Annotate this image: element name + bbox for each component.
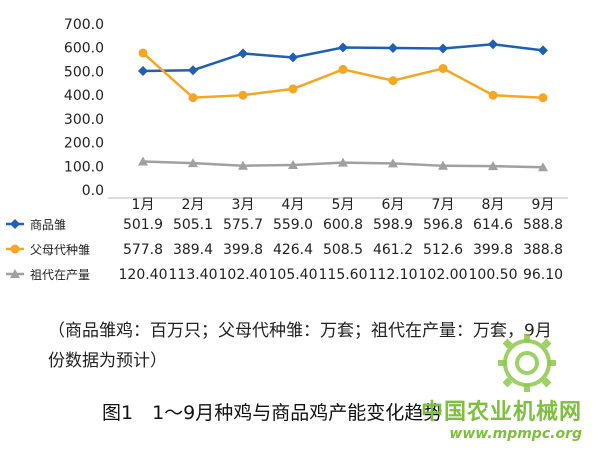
x-tick-label: 9月 — [532, 197, 555, 213]
watermark-title: 中国农业机械网 — [420, 400, 582, 425]
x-tick-label: 4月 — [282, 197, 305, 213]
data-point — [288, 52, 298, 63]
y-tick-label: 300.0 — [64, 112, 104, 128]
x-tick-label: 8月 — [482, 197, 505, 213]
x-tick-label: 2月 — [182, 197, 205, 213]
data-label: 102.40 — [219, 267, 268, 283]
data-point — [238, 48, 248, 59]
data-point — [488, 39, 498, 50]
y-tick-label: 400.0 — [64, 88, 104, 104]
y-tick-label: 200.0 — [64, 136, 104, 152]
data-label: 512.6 — [423, 242, 463, 258]
x-tick-label: 1月 — [132, 197, 155, 213]
data-point — [338, 64, 348, 74]
data-point — [138, 65, 148, 76]
line-chart: 0.0 100.0 200.0 300.0 400.0 500.0 600.0 700.0 1月… — [6, 17, 568, 283]
data-point — [538, 162, 548, 172]
data-label: 105.40 — [269, 267, 318, 283]
data-label: 389.4 — [173, 242, 213, 258]
data-label: 614.6 — [473, 217, 513, 233]
y-tick-label: 600.0 — [64, 41, 104, 57]
data-point — [488, 90, 498, 100]
watermark-url: www.mpmpc.org — [449, 426, 582, 442]
legend-marker — [10, 219, 20, 229]
data-label: 598.9 — [373, 217, 413, 233]
legend-marker — [10, 244, 20, 254]
data-point — [188, 158, 198, 168]
legend-label: 商品雏 — [30, 217, 66, 232]
data-label: 399.8 — [473, 242, 513, 258]
y-tick-label: 500.0 — [64, 64, 104, 80]
data-label: 596.8 — [423, 217, 463, 233]
data-point — [338, 157, 348, 167]
data-label: 113.40 — [169, 267, 218, 283]
data-point — [388, 158, 398, 168]
data-label: 461.2 — [373, 242, 413, 258]
x-tick-label: 3月 — [232, 197, 255, 213]
data-point — [488, 161, 498, 171]
data-point — [188, 65, 198, 76]
data-point — [388, 42, 398, 53]
data-label: 115.60 — [319, 267, 368, 283]
data-label: 505.1 — [173, 217, 213, 233]
data-point — [438, 160, 448, 170]
figure-caption: 图1 1～9月种鸡与商品鸡产能变化趋势 — [102, 402, 443, 424]
data-point — [188, 93, 198, 103]
y-tick-label: 0.0 — [82, 183, 104, 199]
data-point — [238, 90, 248, 100]
data-label: 588.8 — [523, 217, 563, 233]
data-label: 508.5 — [323, 242, 363, 258]
data-label: 388.8 — [523, 242, 563, 258]
chart-note: （商品雏鸡：百万只；父母代种雏：万套；祖代在产量：万套，9月份数据为预计） — [48, 321, 552, 371]
data-point — [338, 42, 348, 53]
series-line-2 — [142, 52, 544, 100]
gear-logo-icon — [498, 334, 556, 392]
data-point — [388, 76, 398, 86]
data-point — [288, 160, 298, 170]
legend-label: 祖代在产量 — [30, 267, 90, 282]
data-label: 102.00 — [419, 267, 468, 283]
legend-label: 父母代种雏 — [30, 242, 90, 257]
data-point — [538, 93, 548, 103]
data-label: 96.10 — [523, 267, 563, 283]
data-point — [288, 84, 298, 94]
data-label: 559.0 — [273, 217, 313, 233]
data-point — [538, 45, 548, 56]
data-label: 100.50 — [469, 267, 518, 283]
x-tick-label: 5月 — [332, 197, 355, 213]
data-point — [238, 160, 248, 170]
x-tick-label: 7月 — [432, 197, 455, 213]
data-label: 600.8 — [323, 217, 363, 233]
y-tick-label: 100.0 — [64, 159, 104, 175]
data-label: 575.7 — [223, 217, 263, 233]
data-label: 501.9 — [123, 217, 163, 233]
data-label: 120.40 — [119, 267, 168, 283]
data-point — [138, 48, 148, 58]
data-label: 577.8 — [123, 242, 163, 258]
data-label: 426.4 — [273, 242, 313, 258]
legend-marker — [10, 269, 20, 278]
watermark: 中国农业机械网 www.mpmpc.org — [421, 394, 582, 442]
data-label: 112.10 — [369, 267, 418, 283]
x-tick-label: 6月 — [382, 197, 405, 213]
y-tick-label: 700.0 — [64, 17, 104, 33]
data-point — [438, 43, 448, 54]
data-point — [138, 156, 148, 166]
data-point — [438, 63, 448, 73]
data-label: 399.8 — [223, 242, 263, 258]
